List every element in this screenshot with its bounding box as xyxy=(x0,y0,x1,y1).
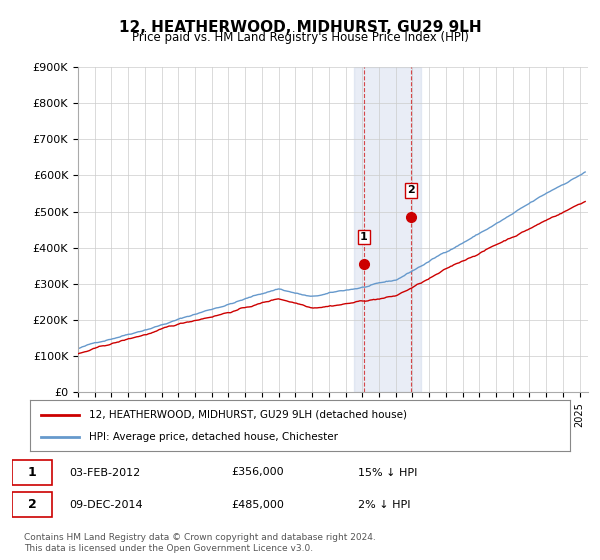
Bar xyxy=(354,67,421,392)
Text: 1: 1 xyxy=(28,466,37,479)
Text: £485,000: £485,000 xyxy=(231,500,284,510)
Text: 15% ↓ HPI: 15% ↓ HPI xyxy=(358,468,417,478)
Text: 12, HEATHERWOOD, MIDHURST, GU29 9LH: 12, HEATHERWOOD, MIDHURST, GU29 9LH xyxy=(119,20,481,35)
FancyBboxPatch shape xyxy=(12,492,52,517)
Text: Contains HM Land Registry data © Crown copyright and database right 2024.
This d: Contains HM Land Registry data © Crown c… xyxy=(24,533,376,553)
FancyBboxPatch shape xyxy=(12,460,52,485)
Text: 1: 1 xyxy=(360,232,367,242)
Text: 2: 2 xyxy=(407,185,415,195)
Text: 2: 2 xyxy=(28,498,37,511)
Text: 03-FEB-2012: 03-FEB-2012 xyxy=(70,468,141,478)
Text: £356,000: £356,000 xyxy=(231,468,284,478)
Text: 12, HEATHERWOOD, MIDHURST, GU29 9LH (detached house): 12, HEATHERWOOD, MIDHURST, GU29 9LH (det… xyxy=(89,409,407,419)
Text: HPI: Average price, detached house, Chichester: HPI: Average price, detached house, Chic… xyxy=(89,432,338,442)
Text: 09-DEC-2014: 09-DEC-2014 xyxy=(70,500,143,510)
Text: Price paid vs. HM Land Registry's House Price Index (HPI): Price paid vs. HM Land Registry's House … xyxy=(131,31,469,44)
Text: 2% ↓ HPI: 2% ↓ HPI xyxy=(358,500,410,510)
